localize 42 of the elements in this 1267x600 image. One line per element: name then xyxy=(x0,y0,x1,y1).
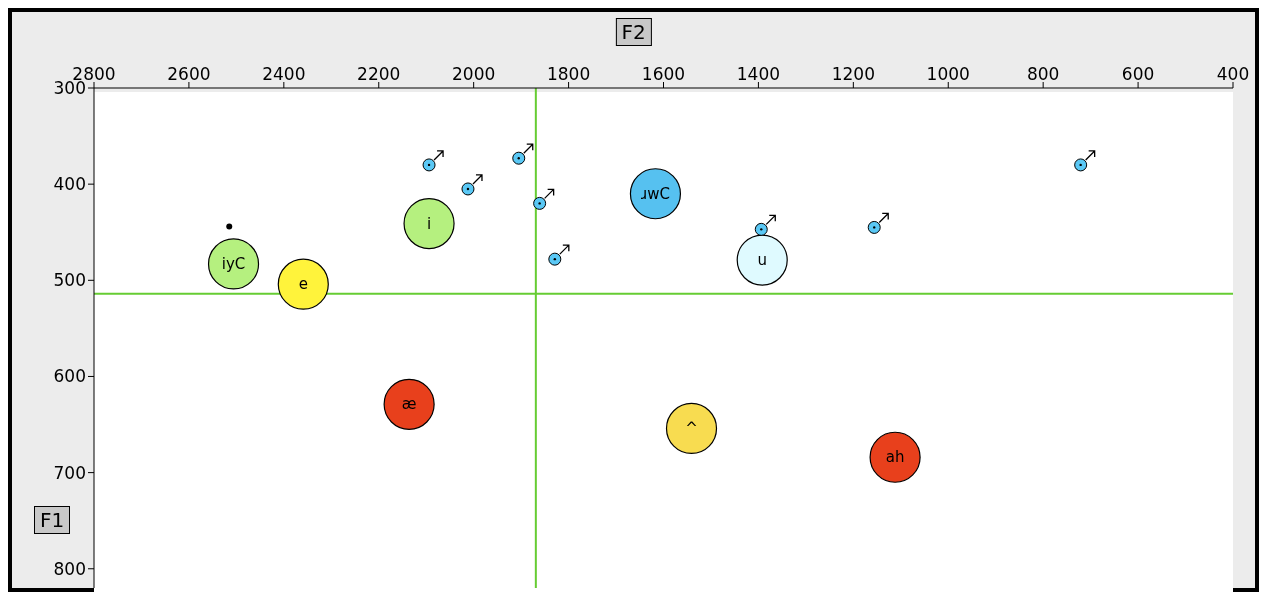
point xyxy=(512,151,526,165)
y-tick-label: 700 xyxy=(53,462,86,483)
y-axis-title: F1 xyxy=(34,506,71,534)
x-tick-label: 1600 xyxy=(641,64,686,84)
x-tick-label: 2600 xyxy=(167,64,211,84)
point xyxy=(226,223,233,230)
y-tick-label: 500 xyxy=(53,270,86,291)
point xyxy=(548,252,562,266)
series-label: iyC xyxy=(221,254,246,273)
point xyxy=(461,182,475,196)
series-label: ɹwC xyxy=(640,184,670,203)
point xyxy=(665,402,718,454)
point xyxy=(422,158,436,172)
series-label: æ xyxy=(401,395,417,414)
point xyxy=(1074,158,1088,172)
point xyxy=(277,258,329,310)
x-tick-label: 1400 xyxy=(736,64,781,84)
point xyxy=(754,222,768,236)
series-label: ^ xyxy=(685,419,698,438)
x-tick-label: 400 xyxy=(1216,64,1250,84)
x-tick-label: 600 xyxy=(1121,64,1155,84)
point xyxy=(383,378,435,430)
point xyxy=(867,220,881,234)
x-tick-label: 1200 xyxy=(831,64,875,84)
x-tick-label: 1000 xyxy=(926,64,970,84)
x-tick-label: 2200 xyxy=(357,64,401,84)
x-tick-label: 2000 xyxy=(452,64,496,84)
x-tick-label: 1800 xyxy=(546,64,591,84)
series-label: e xyxy=(298,275,308,294)
y-tick-label: 800 xyxy=(53,558,86,579)
y-tick-label: 400 xyxy=(53,174,86,195)
point xyxy=(403,197,455,250)
y-tick-label: 600 xyxy=(53,366,86,387)
series-label: u xyxy=(757,251,767,270)
series-label: ah xyxy=(885,448,905,467)
point xyxy=(869,431,921,483)
x-axis-title: F2 xyxy=(615,18,652,46)
point xyxy=(533,196,547,210)
series-label: i xyxy=(426,214,432,233)
x-tick-label: 2400 xyxy=(262,64,306,84)
point xyxy=(736,234,788,286)
x-tick-label: 800 xyxy=(1026,64,1060,84)
